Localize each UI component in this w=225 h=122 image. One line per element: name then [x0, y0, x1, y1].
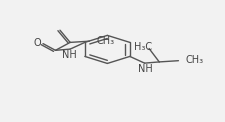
Text: O: O [34, 38, 41, 48]
Text: H₃C: H₃C [134, 42, 152, 52]
Text: CH₃: CH₃ [184, 55, 202, 65]
Text: NH: NH [61, 50, 76, 60]
Text: CH₃: CH₃ [96, 36, 114, 46]
Text: NH: NH [138, 64, 152, 74]
